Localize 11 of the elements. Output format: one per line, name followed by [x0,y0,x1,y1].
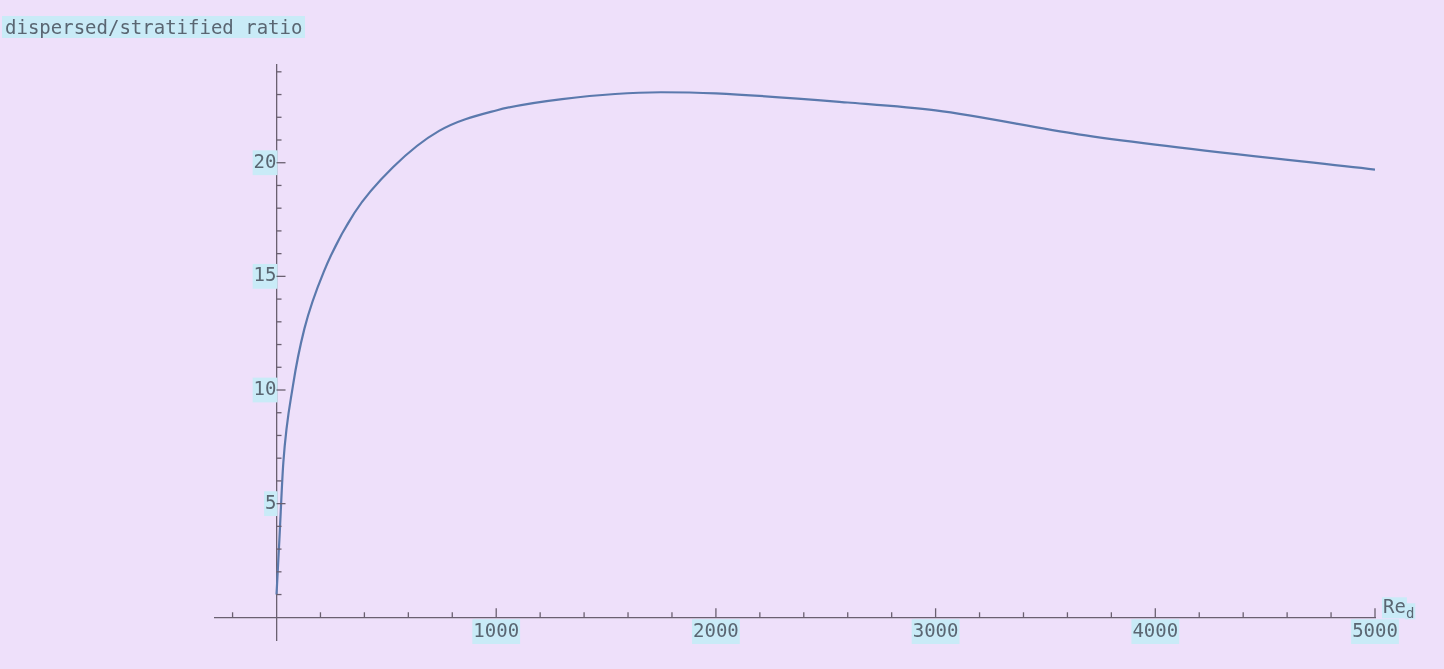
y-tick-label: 10 [253,376,277,399]
x-tick-label: 5000 [1352,618,1398,641]
x-tick-label: 3000 [912,618,959,641]
line-series [275,91,1375,596]
x-tick-label: 1000 [473,618,520,641]
y-tick-label: 20 [253,149,277,172]
y-tick-label: 15 [253,263,277,286]
y-axis-title: dispersed/stratified ratio [2,16,306,38]
x-tick-label: 2000 [693,618,739,641]
y-tick-label: 5 [265,490,277,513]
x-tick-label: 4000 [1132,618,1179,641]
